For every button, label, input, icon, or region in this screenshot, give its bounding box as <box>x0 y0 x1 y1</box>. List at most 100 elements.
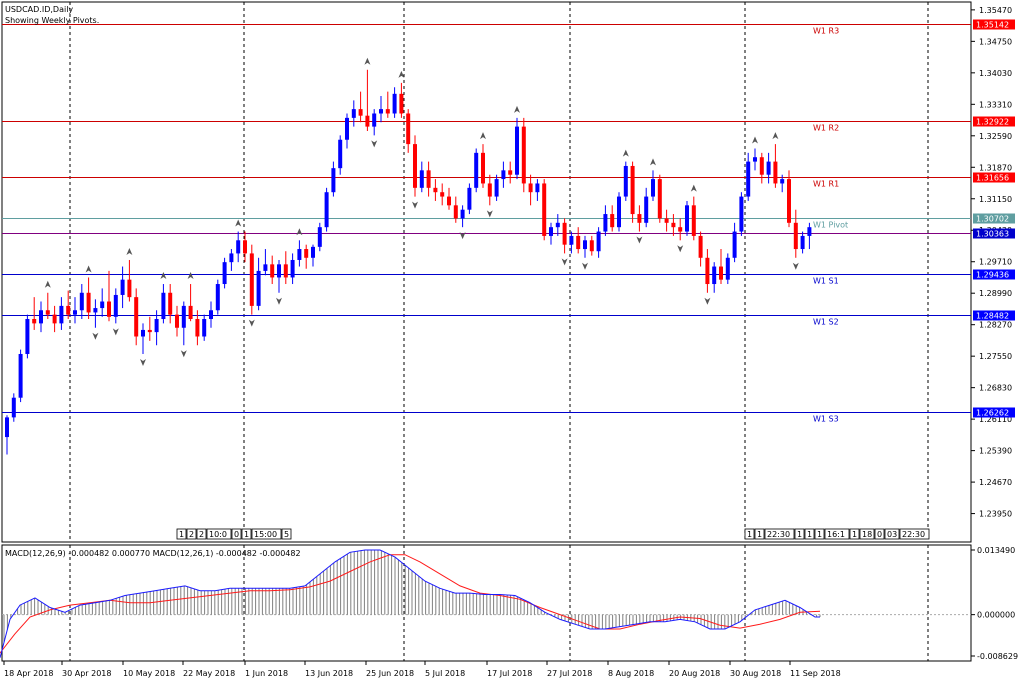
time-badges: 1 2 2 10:0 0 1 15:00 5 1 1 22:30 1 1 1 16:1 1 18 0 03 22:30 <box>176 528 930 540</box>
fractal-up-arrow <box>235 219 242 227</box>
chart-subtitle: Showing Weekly Pivots. <box>5 16 99 25</box>
candle-body <box>705 257 710 285</box>
fractal-down-arrow <box>92 332 99 340</box>
candle-body <box>195 319 200 337</box>
candle-body <box>508 170 513 175</box>
fractal-down-arrow <box>636 236 643 244</box>
fractal-down-arrow <box>704 297 711 305</box>
fractal-down-arrow <box>180 350 187 358</box>
candle-body <box>474 152 479 188</box>
time-badge <box>186 528 197 540</box>
y-axis-ticks: 1.35470 1.34750 1.34030 1.33310 1.32590 1.318… <box>971 6 1012 519</box>
candle-body <box>141 329 145 337</box>
time-badge <box>794 528 805 540</box>
candle-body <box>317 227 322 247</box>
macd-lines <box>0 549 821 658</box>
candle-body <box>494 179 499 197</box>
candle-body <box>521 126 526 184</box>
candle-body <box>32 319 37 324</box>
time-badge <box>874 528 885 540</box>
candle-body <box>270 264 275 278</box>
candle-body <box>18 353 23 398</box>
candle-body <box>773 161 778 184</box>
fractal-up-arrow <box>772 132 779 140</box>
candle-body <box>73 310 77 315</box>
pivot-price-text: 1.28482 <box>976 312 1009 321</box>
candle-body <box>583 240 587 250</box>
macd-y-axis-ticks: 0.013490 0.000000 -0.008629 <box>971 546 1018 661</box>
y-tick-label: 1.32590 <box>979 132 1012 141</box>
candle-body <box>25 319 30 354</box>
main-panel-frame <box>1 1 972 543</box>
time-badge-text: 1 <box>797 530 802 539</box>
time-badge-text: 22:30 <box>767 530 790 539</box>
time-badge-text: 10:0 <box>209 530 227 539</box>
pivot-price-badge <box>973 407 1015 418</box>
candle-body <box>59 305 64 324</box>
candle-body <box>86 292 91 313</box>
fractal-up-arrow <box>126 247 133 255</box>
pivot-price-badge <box>973 172 1015 183</box>
pivot-price-text: 1.31656 <box>976 174 1009 183</box>
fractal-up-arrow <box>187 272 194 280</box>
time-badge <box>899 528 930 540</box>
candle-body <box>671 222 676 228</box>
y-tick-label: 1.29710 <box>979 258 1012 267</box>
candles <box>5 57 812 455</box>
time-badge <box>764 528 795 540</box>
fractal-down-arrow <box>140 358 146 366</box>
fractal-up-arrow <box>690 184 697 192</box>
pivot-price-badge <box>973 19 1015 30</box>
fractal-down-arrow <box>459 232 466 240</box>
fractal-down-arrow <box>248 319 255 327</box>
candle-body <box>800 235 805 250</box>
time-badge-text: 1 <box>179 530 184 539</box>
time-badge <box>859 528 875 540</box>
macd-main-line <box>0 549 820 658</box>
candle-body <box>209 310 213 320</box>
pivot-label: W1 S2 <box>813 318 839 327</box>
candle-body <box>549 227 553 236</box>
x-tick-label: 1 Jun 2018 <box>245 669 288 678</box>
fractal-down-arrow <box>677 245 684 253</box>
fractal-up-arrow <box>752 136 758 144</box>
pivot-label: W1 R3 <box>813 27 839 36</box>
y-tick-label: 1.24670 <box>979 478 1012 487</box>
y-tick-label: 1.25390 <box>979 447 1012 456</box>
candle-body <box>283 264 288 278</box>
candle-body <box>793 222 798 250</box>
candle-body <box>603 214 608 232</box>
candle-body <box>127 279 132 298</box>
candle-body <box>678 227 683 232</box>
pivot-price-text: 1.30363 <box>976 230 1009 239</box>
pivot-price-text: 1.30702 <box>976 215 1009 224</box>
x-tick-label: 22 May 2018 <box>183 669 235 678</box>
time-badge-text: 22:30 <box>902 530 925 539</box>
candle-body <box>93 308 98 313</box>
candle-body <box>753 157 757 162</box>
candle-body <box>5 417 9 438</box>
candle-body <box>52 314 57 324</box>
candle-body <box>460 209 465 219</box>
pivot-price-badge <box>973 116 1015 127</box>
candle-body <box>277 264 281 278</box>
macd-tick-label: 0.013490 <box>977 546 1015 555</box>
time-badge <box>196 528 207 540</box>
candle-body <box>623 165 628 197</box>
y-tick-label: 1.28990 <box>979 289 1012 298</box>
time-badge-text: 2 <box>189 530 194 539</box>
time-badge <box>231 528 242 540</box>
macd-label: MACD(12,26,9) -0.000482 0.000770 MACD(12… <box>5 549 301 558</box>
candle-body <box>413 144 417 188</box>
candle-body <box>739 196 744 232</box>
fractal-down-arrow <box>486 210 493 218</box>
candle-body <box>555 222 560 228</box>
y-tick-label: 1.27550 <box>979 352 1012 361</box>
time-badge-text: 0 <box>234 530 239 539</box>
candle-body <box>154 319 159 333</box>
candle-body <box>481 152 485 184</box>
time-badge-text: 1 <box>757 530 762 539</box>
candle-body <box>392 93 397 114</box>
y-tick-label: 1.26110 <box>979 415 1012 424</box>
candle-body <box>419 170 424 188</box>
